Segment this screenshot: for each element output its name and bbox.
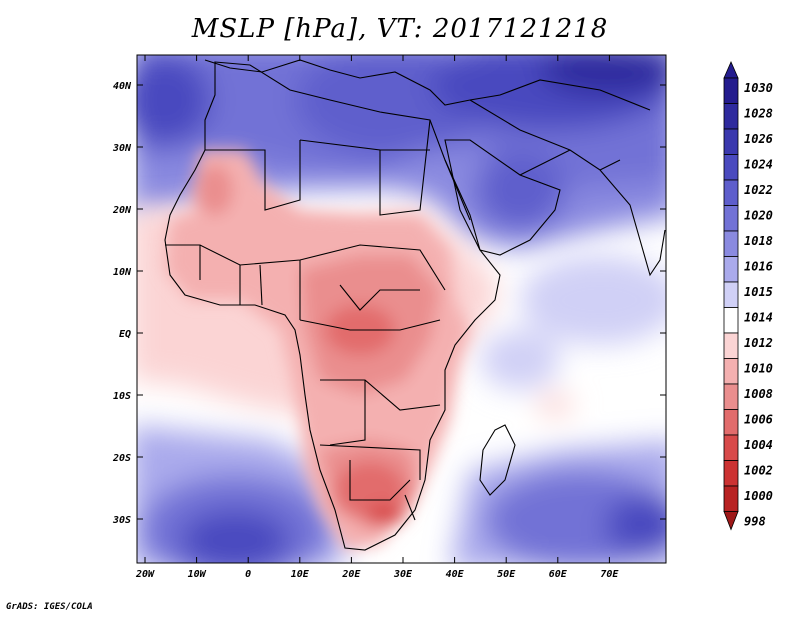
lat-axis: 40N 30N 20N 10N EQ 10S 20S 30S bbox=[112, 81, 666, 526]
colorbar-label: 1018 bbox=[744, 234, 773, 248]
colorbar-swatch bbox=[723, 230, 739, 257]
colorbar-label: 998 bbox=[744, 515, 766, 529]
lat-label: 20S bbox=[112, 453, 131, 464]
lat-label: 30N bbox=[112, 143, 132, 154]
lon-label: 20W bbox=[135, 569, 155, 580]
lon-label: 70E bbox=[600, 569, 619, 580]
lat-label: 40N bbox=[113, 81, 132, 92]
colorbar-swatch bbox=[723, 103, 739, 130]
chart-title: MSLP [hPa], VT: 2017121218 bbox=[191, 14, 609, 44]
pressure-field bbox=[137, 55, 666, 563]
colorbar-swatch bbox=[723, 460, 739, 487]
lon-label: 20E bbox=[341, 569, 361, 580]
colorbar-swatch bbox=[723, 205, 739, 232]
colorbar-swatch bbox=[723, 281, 739, 308]
colorbar-label: 1028 bbox=[744, 107, 773, 121]
colorbar-label: 1016 bbox=[744, 260, 773, 274]
credit-text: GrADS: IGES/COLA bbox=[6, 602, 93, 612]
colorbar-label: 1006 bbox=[744, 413, 773, 427]
colorbar-label: 1022 bbox=[744, 183, 773, 197]
lat-label: 10N bbox=[113, 267, 132, 278]
colorbar-label: 1030 bbox=[744, 81, 773, 95]
lon-label: 50E bbox=[497, 569, 516, 580]
colorbar: 1030 1028 1026 1024 1022 1020 1018 1016 1015 1014… bbox=[723, 61, 773, 531]
colorbar-swatch bbox=[723, 154, 739, 181]
lon-label: 10W bbox=[188, 569, 207, 580]
colorbar-swatch bbox=[723, 256, 739, 283]
colorbar-label: 1004 bbox=[744, 438, 773, 452]
colorbar-swatch bbox=[723, 409, 739, 436]
colorbar-label: 1015 bbox=[744, 285, 773, 299]
colorbar-label: 1024 bbox=[744, 158, 773, 172]
colorbar-top-arrow bbox=[723, 61, 739, 79]
lat-label: 20N bbox=[112, 205, 132, 216]
plot-frame bbox=[136, 54, 667, 564]
colorbar-swatch bbox=[723, 332, 739, 359]
lat-label: 10S bbox=[113, 391, 131, 402]
colorbar-label: 1026 bbox=[744, 132, 773, 146]
lon-label: 40E bbox=[446, 569, 465, 580]
colorbar-label: 1012 bbox=[744, 336, 773, 350]
lon-label: 60E bbox=[549, 569, 568, 580]
colorbar-swatch bbox=[723, 358, 739, 385]
lon-label: 30E bbox=[393, 569, 413, 580]
colorbar-label: 1020 bbox=[744, 209, 773, 223]
lon-axis: 20W 10W 0 10E 20E 30E 40E 50E 60E 70E bbox=[135, 55, 619, 580]
lon-label: 10E bbox=[291, 569, 310, 580]
colorbar-swatch bbox=[723, 307, 739, 334]
colorbar-label: 1014 bbox=[744, 311, 773, 325]
colorbar-bottom-arrow bbox=[723, 511, 739, 531]
coastlines bbox=[164, 59, 666, 551]
colorbar-label: 1008 bbox=[744, 387, 773, 401]
colorbar-swatch bbox=[723, 383, 739, 410]
colorbar-swatch bbox=[723, 128, 739, 155]
colorbar-swatch bbox=[723, 77, 739, 104]
colorbar-label: 1010 bbox=[744, 362, 773, 376]
lon-label: 0 bbox=[245, 569, 251, 580]
lat-label: 30S bbox=[112, 515, 131, 526]
colorbar-label: 1000 bbox=[744, 489, 773, 503]
colorbar-label: 1002 bbox=[744, 464, 773, 478]
colorbar-swatch bbox=[723, 179, 739, 206]
colorbar-swatch bbox=[723, 485, 739, 512]
colorbar-swatch bbox=[723, 434, 739, 461]
lat-label: EQ bbox=[119, 329, 131, 340]
